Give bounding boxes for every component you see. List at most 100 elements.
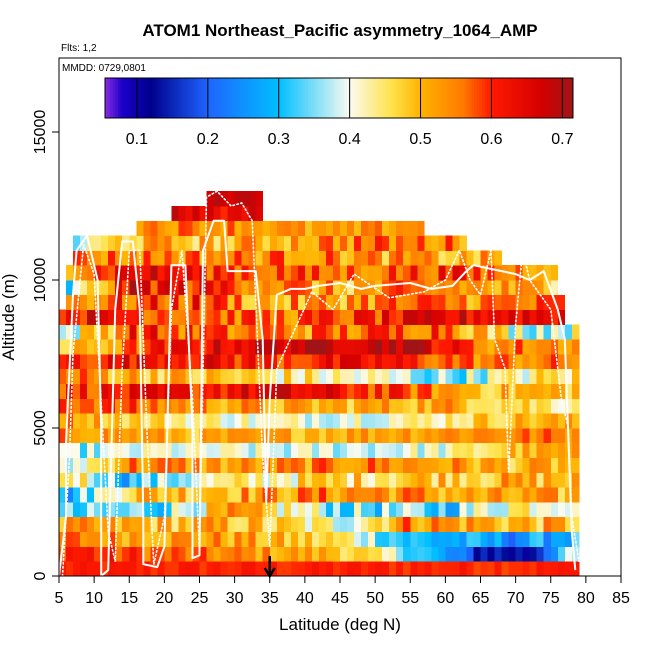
heatmap-cell	[206, 191, 214, 207]
heatmap-cell	[115, 368, 123, 384]
heatmap-cell	[466, 309, 474, 325]
heatmap-cell	[508, 368, 517, 384]
heatmap-cell	[445, 502, 453, 518]
heatmap-cell	[220, 531, 228, 547]
colorbar-tick-label: 0.7	[551, 131, 573, 148]
heatmap-cell	[571, 546, 580, 562]
colorbar-swatch	[159, 78, 163, 118]
heatmap-cell	[276, 428, 285, 444]
colorbar-swatch	[149, 78, 153, 118]
heatmap-cell	[417, 309, 425, 325]
heatmap-cell	[452, 265, 460, 281]
heatmap-cell	[571, 339, 580, 355]
heatmap-cell	[206, 472, 214, 488]
heatmap-cell	[508, 280, 517, 296]
heatmap-cell	[325, 235, 334, 251]
heatmap-cell	[438, 442, 446, 458]
heatmap-cell	[108, 280, 116, 296]
heatmap-cell	[417, 546, 425, 562]
colorbar-swatch	[437, 78, 441, 118]
heatmap-cell	[80, 368, 88, 384]
x-tick-label: 40	[296, 590, 314, 607]
heatmap-cell	[424, 516, 432, 532]
heatmap-cell	[410, 472, 418, 488]
heatmap-cell	[340, 531, 348, 547]
heatmap-cell	[122, 324, 130, 340]
heatmap-cell	[529, 502, 538, 518]
heatmap-cell	[185, 516, 193, 532]
heatmap-cell	[445, 531, 453, 547]
colorbar-swatch	[391, 78, 395, 118]
heatmap-cell	[136, 398, 144, 414]
heatmap-cell	[354, 442, 362, 458]
heatmap-cell	[557, 428, 566, 444]
colorbar-swatch	[508, 78, 512, 118]
heatmap-cell	[213, 561, 221, 577]
heatmap-cell	[438, 235, 446, 251]
heatmap-cell	[332, 457, 341, 473]
heatmap-cell	[59, 309, 67, 325]
colorbar-swatch	[240, 78, 244, 118]
heatmap-cell	[571, 502, 580, 518]
heatmap-cell	[543, 280, 552, 296]
heatmap-cell	[129, 516, 137, 532]
heatmap-cell	[129, 339, 137, 355]
heatmap-cell	[213, 339, 221, 355]
heatmap-cell	[543, 383, 552, 399]
colorbar-swatch	[534, 78, 538, 118]
heatmap-cell	[115, 250, 123, 266]
heatmap-cell	[389, 265, 397, 281]
heatmap-cell	[361, 561, 369, 577]
heatmap-cell	[220, 413, 228, 429]
heatmap-cell	[571, 354, 580, 370]
heatmap-cell	[522, 546, 531, 562]
colorbar-swatch	[401, 78, 405, 118]
heatmap-cell	[304, 398, 313, 414]
heatmap-cell	[473, 250, 481, 266]
heatmap-cell	[171, 472, 179, 488]
heatmap-cell	[347, 220, 355, 236]
heatmap-cell	[304, 428, 313, 444]
heatmap-cell	[522, 280, 531, 296]
heatmap-cell	[571, 442, 580, 458]
heatmap-cell	[438, 531, 446, 547]
heatmap-cell	[206, 531, 214, 547]
heatmap-cell	[508, 442, 517, 458]
heatmap-cell	[283, 457, 292, 473]
heatmap-cell	[290, 398, 299, 414]
heatmap-cell	[368, 398, 376, 414]
heatmap-cell	[248, 487, 257, 503]
heatmap-cell	[150, 354, 158, 370]
colorbar-swatch	[263, 78, 267, 118]
heatmap-cell	[122, 250, 130, 266]
heatmap-cell	[389, 546, 397, 562]
heatmap-cell	[94, 235, 102, 251]
heatmap-cell	[87, 487, 95, 503]
colorbar-swatch	[479, 78, 483, 118]
heatmap-cell	[87, 294, 95, 310]
heatmap-cell	[206, 280, 214, 296]
heatmap-cell	[318, 531, 327, 547]
colorbar-swatch	[404, 78, 408, 118]
heatmap-cell	[508, 428, 517, 444]
heatmap-cell	[87, 309, 95, 325]
heatmap-cell	[522, 442, 531, 458]
heatmap-cell	[389, 531, 397, 547]
heatmap-cell	[480, 472, 488, 488]
heatmap-cell	[108, 502, 116, 518]
heatmap-cell	[480, 487, 488, 503]
heatmap-cell	[178, 265, 186, 281]
heatmap-cell	[536, 280, 545, 296]
heatmap-cell	[122, 368, 130, 384]
heatmap-cell	[283, 472, 292, 488]
heatmap-cell	[157, 413, 165, 429]
heatmap-cell	[522, 457, 531, 473]
heatmap-cell	[297, 487, 306, 503]
heatmap-cell	[564, 383, 573, 399]
heatmap-cell	[466, 354, 474, 370]
heatmap-cell	[410, 442, 418, 458]
heatmap-cell	[438, 398, 446, 414]
heatmap-cell	[115, 487, 123, 503]
heatmap-cell	[185, 250, 193, 266]
colorbar-swatch	[146, 78, 150, 118]
